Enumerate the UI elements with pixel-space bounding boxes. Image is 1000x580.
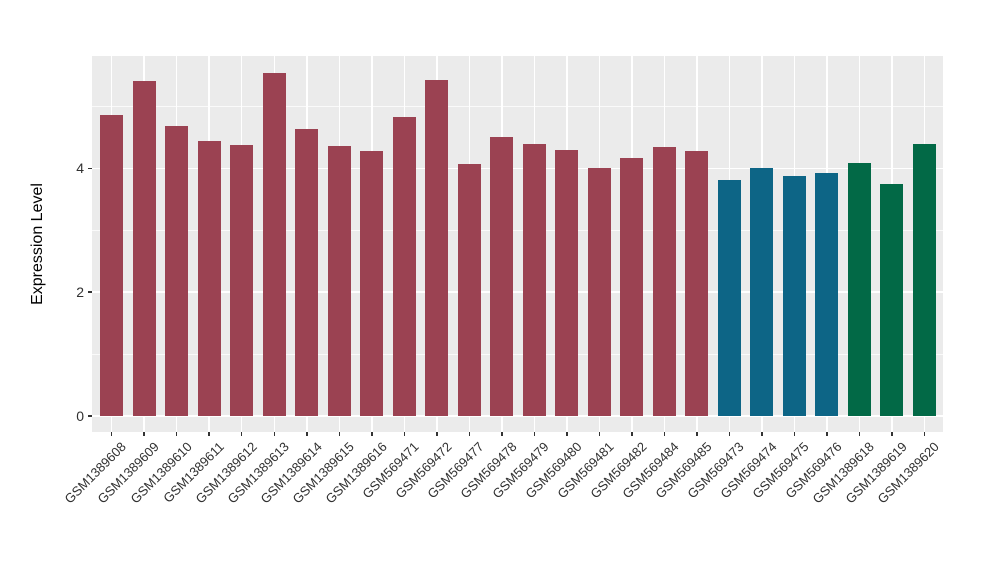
y-tick-label: 0 xyxy=(76,408,84,424)
bar-GSM1389612 xyxy=(230,144,254,416)
bar-GSM1389616 xyxy=(360,151,384,416)
x-tick-mark xyxy=(273,432,275,436)
x-tick-mark xyxy=(858,432,861,436)
x-tick-mark xyxy=(598,432,601,436)
x-tick-mark xyxy=(371,432,373,436)
x-tick-mark xyxy=(728,432,731,436)
bar-GSM569480 xyxy=(555,150,579,416)
bar-GSM569477 xyxy=(457,164,481,416)
minor-gridline xyxy=(92,229,943,231)
bar-GSM569476 xyxy=(815,172,839,416)
bar-GSM1389609 xyxy=(132,80,156,416)
major-gridline xyxy=(92,167,943,170)
bar-GSM569481 xyxy=(587,168,611,416)
plot-panel xyxy=(92,56,943,432)
bar-GSM1389610 xyxy=(165,125,189,416)
x-tick-mark xyxy=(533,432,536,436)
bar-GSM1389619 xyxy=(880,183,904,416)
bar-GSM569482 xyxy=(620,158,644,416)
y-axis-title: Expression Level xyxy=(29,183,46,305)
x-tick-mark xyxy=(891,432,893,436)
y-tick-label: 2 xyxy=(76,284,84,301)
bar-GSM569473 xyxy=(717,180,741,416)
bar-GSM1389618 xyxy=(847,162,871,416)
bar-GSM569472 xyxy=(425,79,449,416)
bar-GSM1389608 xyxy=(100,114,124,416)
x-tick-mark xyxy=(338,432,341,436)
major-gridline xyxy=(92,415,943,417)
minor-gridline xyxy=(92,106,943,107)
y-tick-mark xyxy=(88,167,92,170)
x-tick-mark xyxy=(175,432,178,436)
x-tick-mark xyxy=(761,432,763,436)
x-tick-mark xyxy=(110,432,113,436)
x-tick-mark xyxy=(501,432,503,436)
x-tick-mark xyxy=(923,432,926,436)
x-tick-mark xyxy=(208,432,210,436)
x-tick-mark xyxy=(696,432,698,436)
bar-GSM1389613 xyxy=(262,73,286,416)
bar-GSM569478 xyxy=(490,136,514,416)
bar-GSM1389614 xyxy=(295,129,319,416)
x-tick-mark xyxy=(306,432,308,436)
x-tick-mark xyxy=(468,432,471,436)
bar-GSM569484 xyxy=(652,147,676,416)
minor-gridline xyxy=(92,353,943,355)
bar-GSM1389611 xyxy=(197,141,221,416)
x-tick-mark xyxy=(793,432,796,436)
x-tick-mark xyxy=(436,432,438,436)
x-tick-mark xyxy=(826,432,828,436)
x-tick-mark xyxy=(663,432,666,436)
x-tick-mark xyxy=(240,432,243,436)
major-gridline xyxy=(92,291,943,293)
x-tick-mark xyxy=(631,432,633,436)
bar-GSM1389620 xyxy=(912,143,936,416)
x-tick-mark xyxy=(143,432,145,436)
bar-GSM569485 xyxy=(685,151,709,416)
bar-GSM569479 xyxy=(522,143,546,416)
bar-GSM569475 xyxy=(782,175,806,416)
bar-GSM569471 xyxy=(392,117,416,416)
x-tick-mark xyxy=(403,432,406,436)
bar-GSM569474 xyxy=(750,168,774,416)
y-tick-mark xyxy=(88,415,92,417)
bar-GSM1389615 xyxy=(327,146,351,416)
x-tick-mark xyxy=(566,432,568,436)
y-tick-label: 4 xyxy=(76,160,84,177)
y-tick-mark xyxy=(88,291,92,293)
